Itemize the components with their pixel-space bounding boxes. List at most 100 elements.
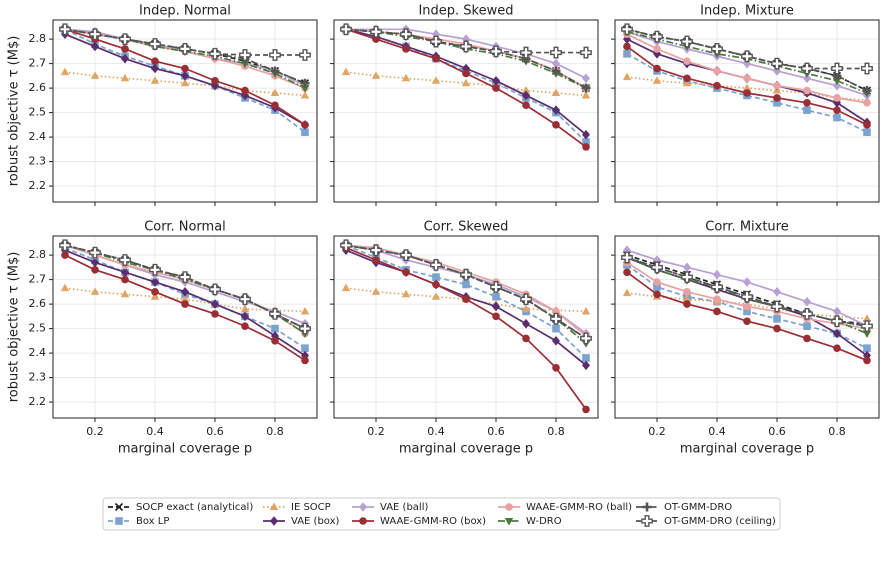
- data-point: [581, 90, 591, 99]
- data-point: [623, 50, 631, 58]
- data-point: [713, 307, 721, 316]
- data-point: [683, 74, 691, 83]
- legend-label: SOCP exact (analytical): [136, 502, 253, 513]
- data-point: [430, 259, 442, 271]
- subplot-title: Indep. Skewed: [418, 4, 513, 19]
- data-point: [743, 277, 751, 287]
- data-point: [301, 121, 309, 129]
- data-point: [119, 33, 131, 46]
- x-tick-label: 0.8: [547, 425, 565, 438]
- data-point: [430, 35, 442, 48]
- data-point: [300, 78, 310, 88]
- legend-label: OT-GMM-DRO: [664, 502, 732, 513]
- data-point: [60, 67, 70, 76]
- legend-marker: [269, 502, 279, 510]
- data-point: [552, 363, 560, 372]
- data-point: [683, 262, 691, 273]
- data-point: [623, 268, 631, 277]
- data-point: [582, 405, 590, 414]
- data-point: [580, 46, 592, 59]
- data-point: [833, 80, 841, 91]
- data-point: [151, 288, 159, 296]
- series-line: [345, 28, 587, 89]
- data-point: [861, 320, 873, 333]
- data-point: [121, 45, 129, 53]
- data-point: [492, 292, 500, 301]
- y-tick-label: 2.3: [29, 155, 47, 168]
- data-point: [300, 306, 310, 315]
- data-point: [269, 49, 281, 61]
- data-point: [653, 278, 661, 286]
- data-point: [713, 295, 721, 303]
- y-tick-label: 2.5: [29, 106, 47, 119]
- data-point: [432, 273, 440, 281]
- data-point: [803, 334, 811, 343]
- data-point: [432, 29, 440, 40]
- data-point: [400, 28, 412, 41]
- data-point: [151, 57, 159, 65]
- data-point: [651, 30, 663, 43]
- data-point: [492, 301, 500, 312]
- data-point: [431, 76, 441, 84]
- data-point: [801, 307, 813, 320]
- data-point: [582, 360, 590, 371]
- data-point: [743, 307, 751, 316]
- y-tick-label: 2.6: [29, 297, 47, 310]
- subplot-title: Indep. Mixture: [700, 4, 794, 19]
- x-tick-label: 0.4: [708, 425, 726, 438]
- data-point: [622, 72, 632, 81]
- data-point: [60, 283, 70, 292]
- data-point: [713, 269, 721, 280]
- data-point: [862, 330, 872, 338]
- data-point: [833, 344, 841, 352]
- data-point: [90, 287, 100, 295]
- data-point: [121, 53, 129, 64]
- legend-marker: [270, 516, 278, 526]
- data-point: [269, 307, 281, 320]
- data-point: [582, 354, 590, 362]
- data-point: [581, 306, 591, 315]
- data-point: [713, 81, 721, 90]
- y-tick-label: 2.8: [29, 32, 47, 45]
- data-point: [59, 239, 71, 252]
- data-point: [371, 71, 381, 79]
- data-point: [803, 98, 811, 107]
- data-point: [622, 288, 632, 297]
- data-point: [520, 293, 532, 306]
- data-point: [683, 288, 691, 296]
- data-point: [151, 63, 159, 74]
- data-point: [340, 239, 352, 252]
- legend-label: Box LP: [136, 516, 169, 527]
- x-tick-label: 0.8: [828, 425, 846, 438]
- data-point: [552, 324, 560, 333]
- data-point: [211, 299, 219, 309]
- data-point: [341, 67, 351, 76]
- data-point: [89, 28, 101, 41]
- data-point: [239, 49, 251, 61]
- axes-frame: [52, 235, 318, 419]
- legend-label: VAE (ball): [380, 502, 428, 513]
- data-point: [492, 312, 500, 321]
- y-tick-label: 2.6: [29, 81, 47, 94]
- data-point: [300, 90, 310, 99]
- axes-frame: [333, 19, 599, 203]
- data-point: [863, 356, 871, 365]
- data-point: [550, 312, 562, 325]
- series-line: [626, 53, 868, 133]
- data-point: [803, 322, 811, 330]
- data-point: [301, 128, 309, 136]
- data-point: [240, 60, 250, 69]
- data-point: [179, 271, 191, 284]
- data-point: [432, 54, 440, 63]
- data-point: [801, 62, 813, 75]
- data-point: [773, 94, 781, 102]
- data-point: [121, 275, 129, 284]
- data-point: [211, 310, 219, 318]
- data-point: [432, 280, 440, 289]
- data-point: [241, 322, 249, 330]
- data-point: [120, 73, 130, 82]
- data-point: [401, 289, 411, 298]
- data-point: [61, 251, 69, 259]
- x-tick-label: 0.6: [768, 425, 786, 438]
- data-point: [711, 43, 723, 55]
